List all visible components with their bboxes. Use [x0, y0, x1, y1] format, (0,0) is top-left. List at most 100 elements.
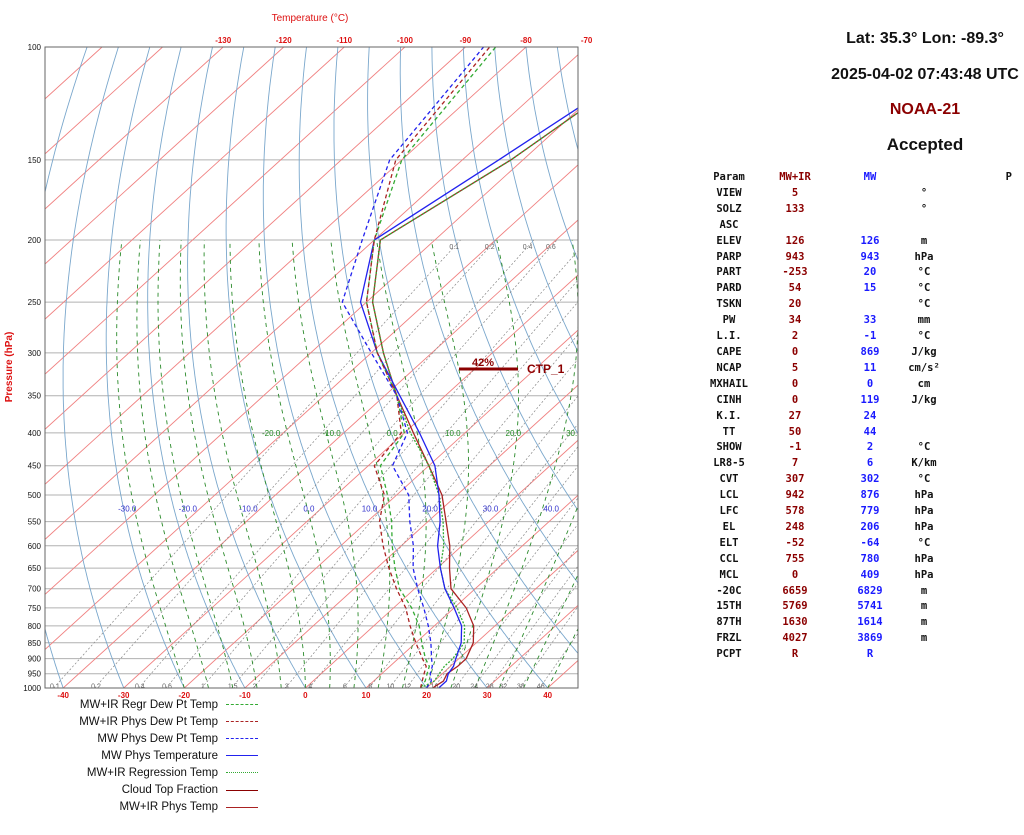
series-mw-ir-regression-temp [371, 111, 578, 688]
param-mw-value: 779 [860, 505, 880, 518]
param-mwir-value: 4027 [782, 632, 808, 645]
mixing-ratio-label: 12 [403, 684, 411, 691]
param-mw-value: 3869 [857, 632, 883, 645]
top-tick-label: -100 [397, 36, 414, 45]
params-table-row: SOLZ 133 ° [704, 202, 1012, 218]
param-unit: J/kg [911, 393, 937, 406]
legend-label: MW Phys Temperature [101, 749, 218, 762]
legend-label: MW+IR Regr Dew Pt Temp [79, 698, 218, 711]
y-tick-label: 500 [28, 491, 42, 500]
legend-swatch [226, 755, 258, 757]
params-table-row: MXHAIL 0 0 cm [704, 377, 1012, 393]
y-tick-label: 250 [28, 298, 42, 307]
param-name: TSKN [716, 298, 742, 311]
param-mw-value: -64 [860, 536, 880, 549]
mixing-ratio-line [433, 497, 578, 688]
legend-item: MW+IR Phys Dew Pt Temp [40, 713, 270, 730]
param-mwir-value: 755 [785, 552, 805, 565]
moist-adiabat [116, 239, 185, 688]
params-table-row: TT 50 44 [704, 425, 1012, 441]
y-tick-label: 150 [28, 156, 42, 165]
mixing-ratio-label: 4 [308, 684, 312, 691]
param-mwir-value: 27 [788, 409, 802, 422]
mixing-ratio-label: 6 [343, 684, 347, 691]
param-unit: °C [917, 330, 931, 343]
param-unit [904, 218, 944, 234]
satellite-label: NOAA-21 [889, 101, 961, 118]
legend-swatch [226, 704, 258, 706]
moist-adiabat-label: -30.0 [118, 505, 137, 514]
param-unit [904, 647, 944, 663]
mixing-ratio-line [368, 423, 578, 688]
mixing-ratio-label: 0.2 [485, 244, 495, 251]
param-mw-value: R [866, 648, 874, 661]
param-unit: K/km [911, 457, 937, 470]
param-unit: J/kg [911, 345, 937, 358]
mixing-ratio-line [389, 446, 578, 688]
mixing-ratio-label: 10 [387, 684, 395, 691]
param-unit: cm/s² [908, 361, 940, 374]
chart-axes: 1001502002503003504004505005506006507007… [23, 36, 593, 700]
dry-adiabat [45, 47, 88, 688]
dry-adiabat [225, 47, 367, 688]
params-table-row: PARD 54 15 °C [704, 281, 1012, 297]
param-mw-value [836, 297, 904, 313]
param-mw-value: 0 [866, 377, 874, 390]
chart-series [341, 47, 578, 688]
legend-item: MW Phys Dew Pt Temp [40, 730, 270, 747]
param-name: MXHAIL [710, 377, 748, 390]
mixing-ratio-label: 1 [201, 684, 205, 691]
dry-adiabat [298, 47, 488, 688]
isotherm [45, 47, 527, 485]
params-table-row: ELEV 126 126 m [704, 234, 1012, 250]
param-name: ELT [719, 536, 739, 549]
params-table-row: 87TH 1630 1614 m [704, 615, 1012, 631]
legend-swatch [226, 738, 258, 740]
legend-item: Cloud Top Fraction [40, 781, 270, 798]
param-mw-value: 15 [863, 282, 877, 295]
param-mwir-value: R [791, 648, 799, 661]
mixing-ratio-label: 0.6 [546, 244, 556, 251]
param-mw-value: 6829 [857, 584, 883, 597]
mixing-ratio-label: 46 [537, 684, 545, 691]
params-table-header: Param MW+IR MW P [704, 170, 1012, 186]
moist-adiabat [291, 239, 359, 688]
param-mw-value: 24 [863, 409, 877, 422]
isotherm [45, 54, 578, 540]
param-name: VIEW [716, 186, 742, 199]
dry-adiabat [147, 47, 246, 688]
dry-adiabat [462, 47, 578, 435]
param-mwir-value: 248 [785, 520, 805, 533]
ctp-annotation: 42% CTP_1 [459, 357, 565, 376]
param-unit: hPa [914, 505, 934, 518]
moist-adiabat [498, 504, 578, 688]
param-unit: m [920, 632, 928, 645]
dry-adiabat [105, 47, 185, 688]
param-name: TT [722, 425, 736, 438]
y-tick-label: 900 [28, 655, 42, 664]
dry-adiabat [494, 47, 578, 353]
isotherm [426, 549, 578, 688]
mixing-ratio-label: 0.1 [50, 684, 60, 691]
param-name: 15TH [716, 600, 742, 613]
top-tick-label: -90 [460, 36, 472, 45]
legend-item: MW+IR Phys Temp [40, 799, 270, 816]
legend-label: MW+IR Phys Dew Pt Temp [79, 715, 218, 728]
dry-adiabat [333, 47, 549, 688]
mixing-ratio-label: 0.4 [135, 684, 145, 691]
param-name: MCL [719, 568, 739, 581]
params-table-row: 15TH 5769 5741 m [704, 599, 1012, 615]
params-table-row: LCL 942 876 hPa [704, 488, 1012, 504]
legend-item: MW+IR Regression Temp [40, 764, 270, 781]
params-table: Param MW+IR MW P VIEW 5 ° SOLZ 133 ° ASC ELEV 12… [704, 170, 1012, 663]
param-name: LFC [719, 505, 739, 518]
x-tick-label: 20 [422, 691, 431, 700]
param-mwir-value: 942 [785, 489, 805, 502]
isotherm [123, 274, 578, 688]
top-tick-label: -120 [276, 36, 293, 45]
x-tick-label: 0 [303, 691, 308, 700]
param-mw-value: 1614 [857, 616, 883, 629]
param-mw-value: 409 [860, 568, 880, 581]
x-tick-label: -10 [239, 691, 251, 700]
isotherm [305, 439, 578, 688]
